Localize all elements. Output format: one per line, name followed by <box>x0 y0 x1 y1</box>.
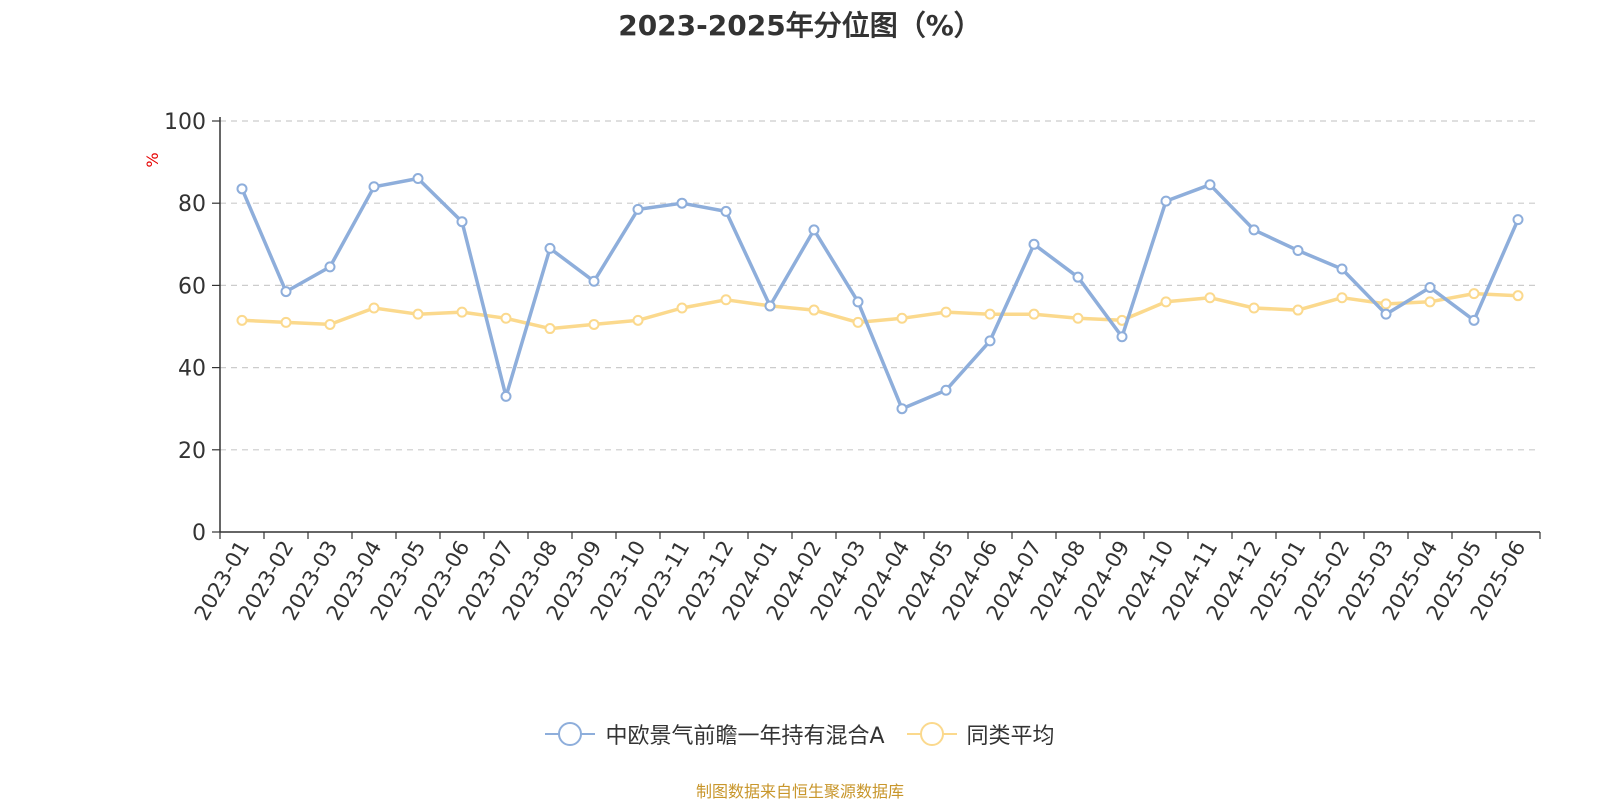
data-point <box>1424 281 1436 293</box>
y-tick-label: 20 <box>178 439 206 464</box>
data-point <box>1292 304 1304 316</box>
data-point <box>588 275 600 287</box>
y-tick-label: 40 <box>178 357 206 382</box>
data-point <box>588 318 600 330</box>
legend-label-average: 同类平均 <box>966 724 1055 749</box>
data-point <box>1468 288 1480 300</box>
data-point <box>720 205 732 217</box>
chart-title: 2023-2025年分位图（%） <box>618 9 982 42</box>
data-point <box>1204 292 1216 304</box>
data-point <box>676 197 688 209</box>
data-point <box>1248 302 1260 314</box>
data-point <box>984 308 996 320</box>
data-point <box>456 216 468 228</box>
data-point <box>940 384 952 396</box>
data-point <box>1160 195 1172 207</box>
legend-label-fund: 中欧景气前瞻一年持有混合A <box>605 724 885 749</box>
data-point <box>1028 238 1040 250</box>
data-point <box>1248 224 1260 236</box>
data-point <box>720 294 732 306</box>
data-point <box>1292 244 1304 256</box>
data-point <box>368 302 380 314</box>
gridlines <box>220 120 1540 451</box>
data-point <box>412 308 424 320</box>
data-point <box>280 286 292 298</box>
y-tick-label: 80 <box>178 192 206 217</box>
data-point <box>1336 263 1348 275</box>
data-point <box>544 323 556 335</box>
data-point <box>852 296 864 308</box>
data-point <box>852 316 864 328</box>
data-point <box>324 261 336 273</box>
data-point <box>1380 298 1392 310</box>
data-point <box>236 183 248 195</box>
source-note: 制图数据来自恒生聚源数据库 <box>695 782 904 801</box>
data-point <box>896 312 908 324</box>
data-point <box>1204 179 1216 191</box>
series <box>236 173 1524 415</box>
data-point <box>324 318 336 330</box>
data-point <box>1468 314 1480 326</box>
data-point <box>1160 296 1172 308</box>
data-point <box>676 302 688 314</box>
data-point <box>1072 312 1084 324</box>
data-point <box>1028 308 1040 320</box>
data-point <box>1424 296 1436 308</box>
data-point <box>456 306 468 318</box>
data-point <box>236 314 248 326</box>
data-point <box>984 335 996 347</box>
legend-item-average[interactable]: 同类平均 <box>906 718 1055 750</box>
y-tick-label: 0 <box>192 521 206 546</box>
data-point <box>632 203 644 215</box>
legend: 中欧景气前瞻一年持有混合A 同类平均 <box>0 718 1600 750</box>
legend-item-fund[interactable]: 中欧景气前瞻一年持有混合A <box>545 718 885 750</box>
data-point <box>896 403 908 415</box>
data-point <box>500 390 512 402</box>
legend-circle-icon <box>906 722 957 746</box>
data-point <box>808 224 820 236</box>
data-point <box>544 242 556 254</box>
legend-circle-icon <box>545 722 596 746</box>
data-point <box>632 314 644 326</box>
data-point <box>764 300 776 312</box>
data-point <box>500 312 512 324</box>
data-point <box>1380 308 1392 320</box>
data-point <box>940 306 952 318</box>
data-point <box>808 304 820 316</box>
y-tick-label: 60 <box>178 274 206 299</box>
data-point <box>1336 292 1348 304</box>
data-point <box>412 173 424 185</box>
data-point <box>1072 271 1084 283</box>
data-point <box>1116 331 1128 343</box>
data-point <box>368 181 380 193</box>
series-line <box>240 291 1520 331</box>
data-point <box>1512 290 1524 302</box>
data-point <box>1512 214 1524 226</box>
data-point <box>280 316 292 328</box>
y-tick-label: 100 <box>164 110 206 135</box>
y-axis-unit-label: % <box>143 152 162 167</box>
series-line <box>240 176 1520 411</box>
